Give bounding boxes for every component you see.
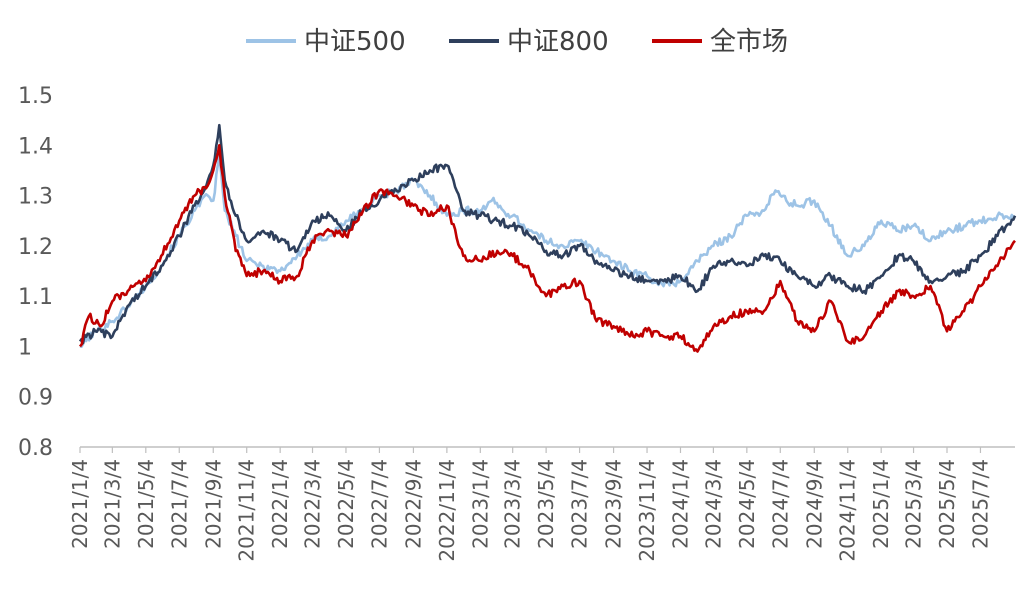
legend: 中证500 中证800 全市场 <box>246 27 788 57</box>
y-tick-label: 0.9 <box>18 386 53 411</box>
x-tick-label: 2024/3/4 <box>701 459 725 549</box>
y-tick-label: 0.8 <box>18 436 53 461</box>
x-tick-label: 2022/9/4 <box>401 459 425 549</box>
x-tick-label: 2021/3/4 <box>100 459 124 549</box>
y-tick-label: 1 <box>18 335 32 360</box>
x-tick-label: 2025/5/4 <box>935 459 959 549</box>
legend-label: 全市场 <box>710 27 788 57</box>
x-tick-label: 2022/7/4 <box>367 459 391 549</box>
series-line-1 <box>79 154 1016 348</box>
legend-label: 中证500 <box>304 27 406 57</box>
x-tick-label: 2022/3/4 <box>301 459 325 549</box>
y-tick-label: 1.3 <box>18 185 53 210</box>
x-tick-label: 2023/5/4 <box>534 459 558 549</box>
x-tick-label: 2021/11/4 <box>235 459 259 562</box>
y-tick-label: 1.1 <box>18 285 53 310</box>
x-tick-label: 2021/5/4 <box>134 459 158 549</box>
x-tick-label: 2024/5/4 <box>735 459 759 549</box>
x-tick-label: 2023/9/4 <box>602 459 626 549</box>
x-axis: 2021/1/4 2021/3/4 2021/5/4 2021/7/4 2021/9/4… <box>68 446 1015 562</box>
x-tick-label: 2022/11/4 <box>435 459 459 562</box>
plot-area <box>78 123 1017 353</box>
x-tick-label: 2025/7/4 <box>968 459 992 549</box>
x-tick-label: 2022/1/4 <box>268 459 292 549</box>
x-tick-label: 2025/1/4 <box>869 459 893 549</box>
series-line-2 <box>78 123 1017 345</box>
y-axis: 0.8 0.9 1 1.1 1.2 1.3 1.4 1.5 <box>18 84 53 461</box>
x-tick-label: 2021/1/4 <box>68 459 92 549</box>
legend-label: 中证800 <box>507 27 609 57</box>
x-tick-label: 2024/1/4 <box>668 459 692 549</box>
x-tick-label: 2024/9/4 <box>802 459 826 549</box>
x-tick-label: 2023/1/4 <box>468 459 492 549</box>
x-tick-label: 2023/3/4 <box>501 459 525 549</box>
x-tick-label: 2023/7/4 <box>568 459 592 549</box>
y-tick-label: 1.2 <box>18 235 53 260</box>
x-tick-label: 2024/7/4 <box>768 459 792 549</box>
x-tick-label: 2023/11/4 <box>635 459 659 562</box>
series-line-3 <box>78 144 1016 353</box>
x-tick-label: 2021/9/4 <box>201 459 225 549</box>
x-tick-label: 2024/11/4 <box>836 459 860 562</box>
x-tick-label: 2025/3/4 <box>902 459 926 549</box>
x-tick-label: 2022/5/4 <box>334 459 358 549</box>
x-tick-label: 2021/7/4 <box>167 459 191 549</box>
y-tick-label: 1.5 <box>18 84 53 109</box>
y-tick-label: 1.4 <box>18 134 53 159</box>
